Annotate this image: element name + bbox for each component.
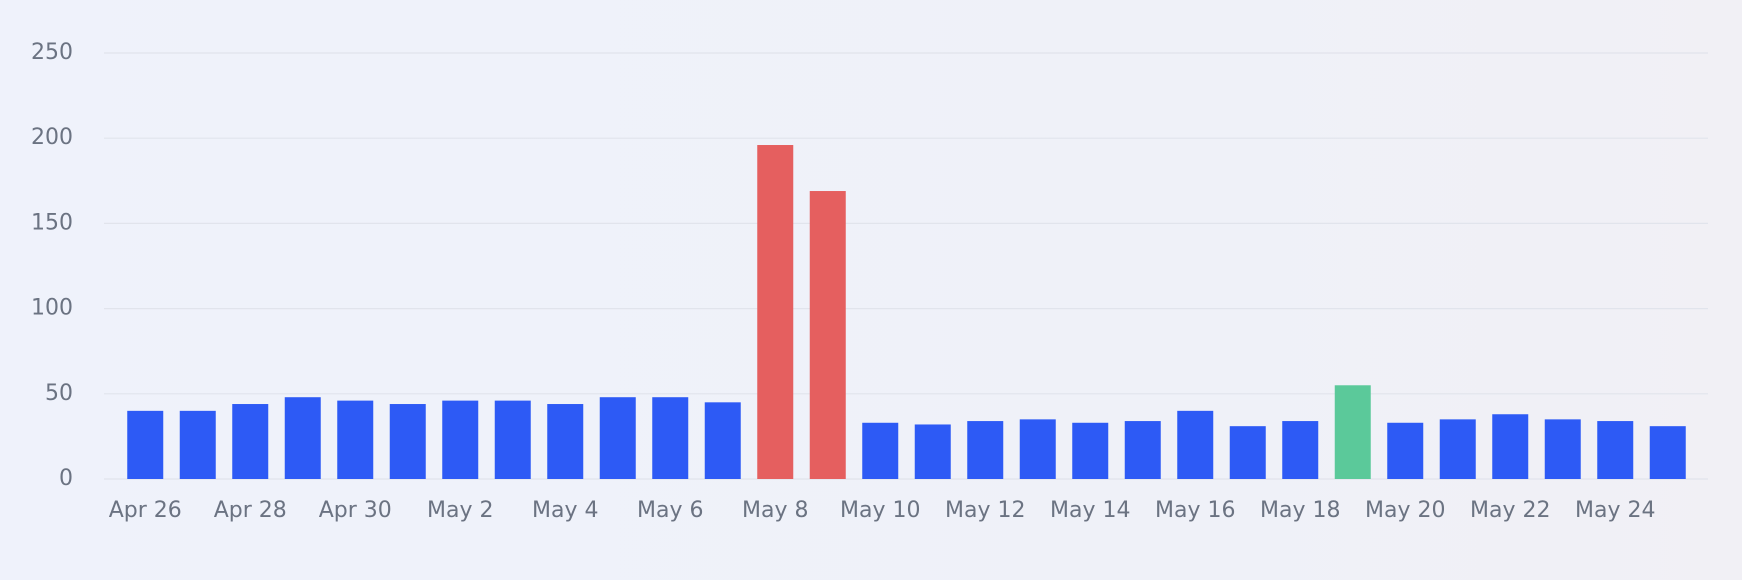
bar: [967, 421, 1004, 479]
bar: [1282, 421, 1319, 479]
bar: [179, 410, 216, 479]
x-tick-label: May 6: [637, 498, 703, 523]
bar: [337, 400, 374, 479]
bar: [127, 410, 164, 479]
x-tick-label: May 10: [840, 498, 920, 523]
bar: [547, 404, 584, 479]
x-tick-label: Apr 26: [109, 498, 182, 523]
bar: [1439, 419, 1476, 479]
bar: [1019, 419, 1056, 479]
bar: [232, 404, 269, 479]
bar: [862, 422, 899, 479]
x-tick-label: Apr 28: [214, 498, 287, 523]
bar: [1544, 419, 1581, 479]
x-tick-label: Apr 30: [319, 498, 392, 523]
x-tick-label: May 12: [945, 498, 1025, 523]
y-tick-label: 100: [31, 296, 73, 321]
y-tick-label: 250: [31, 40, 73, 65]
x-tick-label: May 8: [742, 498, 808, 523]
bar: [1597, 421, 1634, 479]
bar: [809, 191, 846, 480]
x-tick-label: May 14: [1050, 498, 1130, 523]
bar: [1124, 421, 1161, 479]
bar: [1492, 414, 1529, 479]
bar: [757, 145, 794, 480]
bar: [389, 404, 426, 479]
bar: [442, 400, 479, 479]
bar: [652, 397, 689, 479]
bar: [494, 400, 531, 479]
y-tick-label: 200: [31, 125, 73, 150]
x-tick-label: May 16: [1155, 498, 1235, 523]
bar: [284, 397, 321, 479]
bar: [1072, 422, 1109, 479]
y-tick-label: 150: [31, 210, 73, 235]
y-tick-label: 50: [45, 381, 73, 406]
x-tick-label: May 4: [532, 498, 598, 523]
x-tick-label: May 2: [427, 498, 493, 523]
x-tick-label: May 18: [1260, 498, 1340, 523]
bar: [1229, 426, 1266, 479]
bar: [1334, 385, 1371, 479]
bar: [599, 397, 636, 479]
y-tick-label: 0: [59, 466, 73, 491]
bar: [1177, 410, 1214, 479]
bar: [914, 424, 951, 479]
bar: [704, 402, 741, 479]
x-tick-label: May 22: [1470, 498, 1550, 523]
bar: [1387, 422, 1424, 479]
x-tick-label: May 24: [1575, 498, 1655, 523]
x-tick-label: May 20: [1365, 498, 1445, 523]
bar: [1649, 426, 1686, 479]
